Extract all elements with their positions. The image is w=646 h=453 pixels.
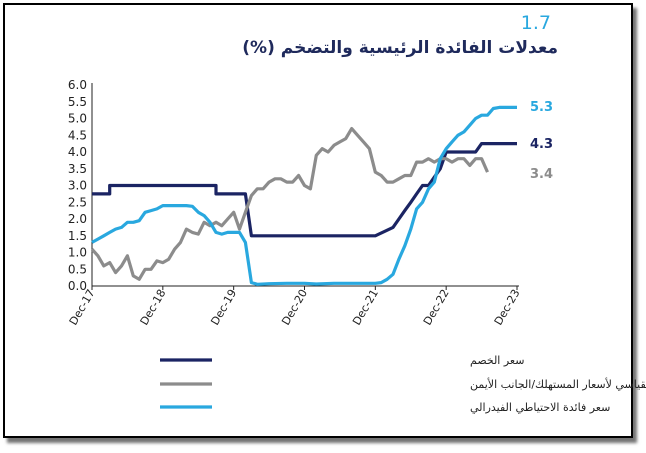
legend: سعر الخصم الرقم القياسي لأسعار المستهلك/ا… <box>160 354 646 414</box>
series-line-0 <box>92 142 517 238</box>
y-axis: 0.0 0.5 1.0 1.5 2.0 2.5 3.0 3.5 4.0 4.5 5.0 5.5 6.0 <box>68 78 93 293</box>
x-tick-label: Dec-22 <box>421 287 452 328</box>
series-end-label-0: 4.3 <box>530 137 553 152</box>
legend-label-2: سعر فائدة الاحتياطي الفيدرالي <box>470 401 610 414</box>
series-lines <box>90 105 517 286</box>
series-line-2 <box>91 105 517 286</box>
y-tick-label: 0.0 <box>68 279 87 293</box>
x-tick-label: Dec-20 <box>279 287 310 328</box>
legend-label-0: سعر الخصم <box>470 354 524 367</box>
y-tick-label: 4.5 <box>68 128 87 142</box>
y-tick-label: 5.0 <box>68 112 87 126</box>
x-tick-label: Dec-21 <box>350 287 381 328</box>
x-tick-label: Dec-23 <box>492 287 523 328</box>
y-tick-label: 2.5 <box>68 195 87 209</box>
chart-frame <box>3 3 633 438</box>
y-tick-label: 2.0 <box>68 212 87 226</box>
x-tick-label: Dec-19 <box>208 287 239 328</box>
legend-label-1: الرقم القياسي لأسعار المستهلك/الجانب الأ… <box>470 377 646 391</box>
y-tick-label: 6.0 <box>68 78 87 92</box>
chart-title: معدلات الفائدة الرئيسية والتضخم (%) <box>242 38 558 58</box>
y-tick-label: 3.5 <box>68 162 87 176</box>
x-tick-label: Dec-18 <box>138 287 169 328</box>
y-tick-label: 1.5 <box>68 229 87 243</box>
x-axis: Dec-17 Dec-18 Dec-19 Dec-20 Dec-21 Dec-22 Dec-… <box>67 285 523 328</box>
y-tick-label: 3.0 <box>68 179 87 193</box>
series-line-1 <box>90 127 489 281</box>
series-end-label-2: 5.3 <box>530 100 553 115</box>
y-tick-label: 0.5 <box>68 262 87 276</box>
figure-number: 1.7 <box>520 12 551 34</box>
end-labels: 4.3 3.4 5.3 <box>530 100 553 182</box>
x-tick-label: Dec-17 <box>67 287 98 328</box>
series-end-label-1: 3.4 <box>530 167 553 182</box>
y-tick-label: 4.0 <box>68 145 87 159</box>
y-tick-label: 1.0 <box>68 246 87 260</box>
y-tick-label: 5.5 <box>68 95 87 109</box>
